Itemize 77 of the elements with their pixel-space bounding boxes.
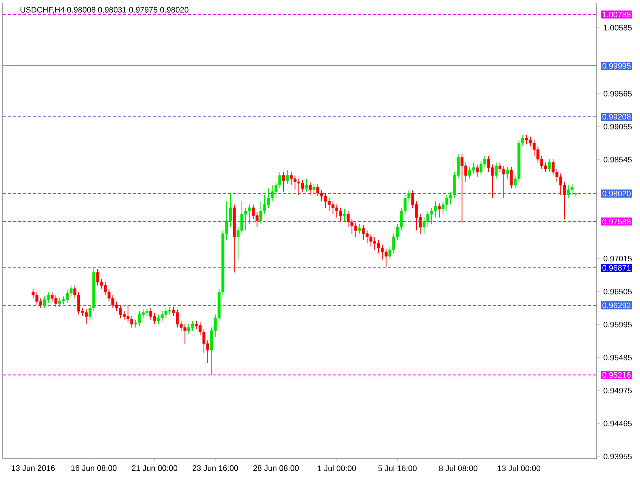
candlestick bbox=[112, 294, 115, 309]
candlestick bbox=[130, 316, 134, 328]
candlestick bbox=[305, 178, 308, 192]
candlestick bbox=[506, 166, 510, 180]
candlestick bbox=[85, 309, 88, 325]
candlestick bbox=[552, 159, 555, 176]
candlestick bbox=[446, 194, 449, 212]
candlestick bbox=[346, 210, 350, 228]
candlestick bbox=[438, 203, 441, 218]
candlestick bbox=[150, 308, 152, 320]
candlestick bbox=[66, 290, 69, 304]
candlestick bbox=[188, 324, 190, 335]
candlestick bbox=[336, 204, 338, 218]
candlestick bbox=[559, 173, 562, 196]
candlestick bbox=[374, 236, 376, 250]
candlestick bbox=[358, 224, 362, 234]
candlestick bbox=[36, 292, 39, 306]
candlestick bbox=[176, 309, 180, 328]
candlestick bbox=[138, 311, 142, 327]
candlestick bbox=[298, 178, 301, 196]
candlestick bbox=[271, 185, 274, 202]
candlestick bbox=[548, 159, 552, 173]
candlestick bbox=[532, 140, 536, 157]
candlestick bbox=[252, 204, 255, 220]
candlestick bbox=[104, 282, 107, 296]
candlestick bbox=[191, 320, 194, 332]
candlestick bbox=[510, 166, 514, 190]
candlestick bbox=[316, 184, 320, 197]
candlestick bbox=[366, 230, 369, 244]
candlestick bbox=[286, 170, 290, 185]
candlestick bbox=[244, 208, 248, 232]
candlestick bbox=[354, 222, 358, 238]
candlestick bbox=[184, 324, 187, 344]
candlestick bbox=[40, 298, 42, 309]
candlestick bbox=[494, 162, 498, 180]
candlestick bbox=[339, 208, 342, 222]
candlestick bbox=[529, 136, 532, 147]
candlestick bbox=[168, 306, 172, 316]
candlestick bbox=[384, 248, 388, 268]
candlestick bbox=[54, 294, 58, 308]
candlestick bbox=[362, 225, 366, 241]
candlestick bbox=[426, 210, 430, 228]
candlestick bbox=[468, 166, 472, 180]
candlestick bbox=[460, 154, 464, 224]
candlestick bbox=[260, 201, 263, 225]
candlestick bbox=[381, 244, 384, 260]
candlestick bbox=[115, 301, 118, 312]
candlestick bbox=[370, 234, 373, 248]
candlestick bbox=[164, 308, 168, 318]
candlestick bbox=[343, 208, 346, 222]
candlestick bbox=[525, 134, 528, 146]
candlestick bbox=[160, 311, 164, 322]
candlestick bbox=[328, 198, 331, 212]
candlestick bbox=[32, 288, 35, 299]
candlestick bbox=[282, 172, 286, 192]
candlestick bbox=[308, 182, 312, 196]
candlestick bbox=[312, 184, 316, 194]
candlestick bbox=[119, 304, 122, 318]
candlestick bbox=[332, 201, 335, 215]
candlestick bbox=[324, 192, 328, 208]
candlestick bbox=[195, 320, 198, 330]
candlestick bbox=[157, 314, 160, 325]
candlestick bbox=[96, 269, 100, 286]
candlestick bbox=[430, 208, 434, 225]
candlestick bbox=[476, 164, 479, 178]
candlestick bbox=[77, 292, 80, 316]
candlestick bbox=[480, 160, 483, 176]
candlestick bbox=[43, 296, 46, 309]
candlestick bbox=[47, 292, 50, 304]
candlestick bbox=[570, 184, 574, 196]
candlestick bbox=[58, 298, 62, 308]
candlestick bbox=[301, 180, 304, 192]
candlestick bbox=[240, 201, 244, 234]
candlestick bbox=[502, 166, 506, 199]
candlestick bbox=[290, 172, 293, 186]
candlestick bbox=[278, 172, 282, 190]
candlestick bbox=[567, 185, 570, 199]
